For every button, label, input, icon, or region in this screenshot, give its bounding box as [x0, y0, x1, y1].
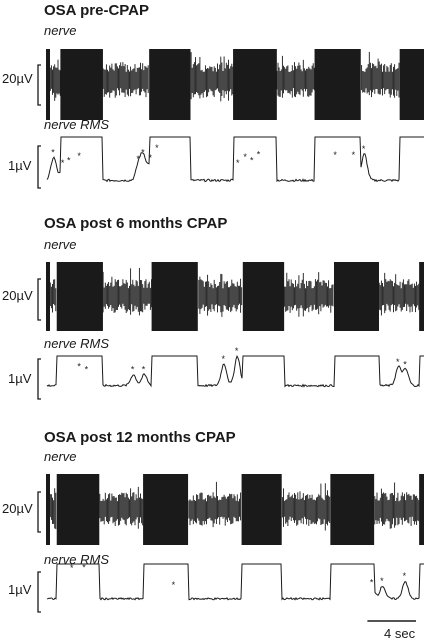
rms-line	[46, 354, 424, 388]
nerve-burst	[143, 474, 189, 545]
rms-peak-marker: *	[142, 365, 146, 375]
nerve-burst	[242, 262, 285, 331]
nerve-burst	[314, 49, 361, 120]
nerve-burst	[56, 262, 103, 331]
nerve-scale-label: 20µV	[2, 501, 33, 516]
rms-peak-marker: *	[67, 156, 71, 166]
rms-peak-marker: *	[257, 149, 261, 159]
nerve-burst	[419, 262, 424, 331]
nerve-scale-bar	[37, 278, 41, 321]
rms-peak-marker: *	[250, 156, 254, 166]
nerve-burst	[149, 49, 191, 120]
nerve-rms-trace: * * * **** *	[46, 346, 424, 388]
panel-post-12-months: OSA post 12 months CPAP nerve 20µV nerve…	[2, 429, 424, 613]
nerve-trace	[46, 262, 424, 331]
rms-peak-marker: *	[155, 143, 159, 153]
rms-scale-bar	[37, 145, 41, 189]
rms-scale-label: 1µV	[8, 582, 32, 597]
rms-scale-label: 1µV	[8, 371, 32, 386]
rms-line	[46, 136, 424, 183]
nerve-trace-label: nerve	[44, 237, 77, 252]
nerve-burst	[241, 474, 282, 545]
nerve-burst	[56, 474, 100, 545]
nerve-scale-label: 20µV	[2, 288, 33, 303]
rms-peak-marker: *	[243, 152, 247, 162]
time-scale-label: 4 sec	[384, 626, 416, 641]
rms-peak-marker: *	[380, 576, 384, 586]
nerve-noise	[46, 51, 400, 102]
rms-peak-marker: *	[333, 150, 337, 160]
rms-peak-marker: *	[136, 154, 140, 164]
nerve-trace	[46, 474, 424, 545]
nerve-trace-label: nerve	[44, 23, 77, 38]
rms-peak-marker: *	[221, 354, 225, 364]
rms-trace-label: nerve RMS	[44, 552, 109, 567]
nerve-scale-bar	[37, 491, 41, 533]
nerve-burst	[60, 49, 103, 120]
panel-pre-cpap: OSA pre-CPAP nerve 20µV nerve RMS 1µV **…	[2, 2, 424, 189]
rms-peak-marker: *	[77, 151, 81, 161]
rms-scale-bar	[37, 571, 41, 613]
rms-peak-marker: *	[236, 158, 240, 168]
nerve-rms-trace: ** * * ****** ** * **	[46, 136, 424, 183]
rms-scale-label: 1µV	[8, 158, 32, 173]
rms-peak-marker: *	[235, 346, 239, 356]
rms-trace-label: nerve RMS	[44, 336, 109, 351]
nerve-burst	[151, 262, 198, 331]
rms-peak-marker: *	[396, 357, 400, 367]
rms-line	[46, 563, 424, 601]
nerve-burst	[419, 474, 424, 545]
rms-peak-marker: *	[403, 360, 407, 370]
nerve-burst	[334, 262, 380, 331]
rms-peak-marker: *	[82, 562, 86, 572]
panel-title: OSA post 12 months CPAP	[44, 429, 236, 446]
rms-peak-marker: *	[352, 150, 356, 160]
panel-post-6-months: OSA post 6 months CPAP nerve 20µV nerve …	[2, 215, 424, 400]
nerve-burst	[399, 49, 424, 120]
nerve-trace-label: nerve	[44, 449, 77, 464]
nerve-scale-label: 20µV	[2, 71, 33, 86]
rms-peak-marker: *	[51, 148, 55, 158]
rms-peak-marker: *	[148, 153, 152, 163]
rms-peak-marker: *	[403, 571, 407, 581]
rms-peak-marker: *	[77, 361, 81, 371]
rms-peak-marker: *	[370, 578, 374, 588]
rms-peak-marker: *	[141, 148, 145, 158]
rms-peak-marker: *	[131, 365, 135, 375]
rms-trace-label: nerve RMS	[44, 117, 109, 132]
rms-scale-bar	[37, 358, 41, 400]
panel-title: OSA pre-CPAP	[44, 2, 149, 19]
rms-peak-marker: *	[172, 580, 176, 590]
nerve-trace	[46, 49, 424, 120]
nerve-noise	[46, 267, 420, 317]
nerve-burst	[233, 49, 277, 120]
rms-peak-marker: *	[70, 563, 74, 573]
nerve-scale-bar	[37, 64, 41, 106]
nerve-burst	[330, 474, 375, 545]
nerve-noise	[46, 481, 420, 531]
rms-peak-marker: *	[362, 144, 366, 154]
rms-peak-marker: *	[85, 365, 89, 375]
nerve-rms-trace: * * * * * *	[46, 562, 424, 601]
rms-peak-marker: *	[61, 158, 65, 168]
panel-title: OSA post 6 months CPAP	[44, 215, 227, 232]
